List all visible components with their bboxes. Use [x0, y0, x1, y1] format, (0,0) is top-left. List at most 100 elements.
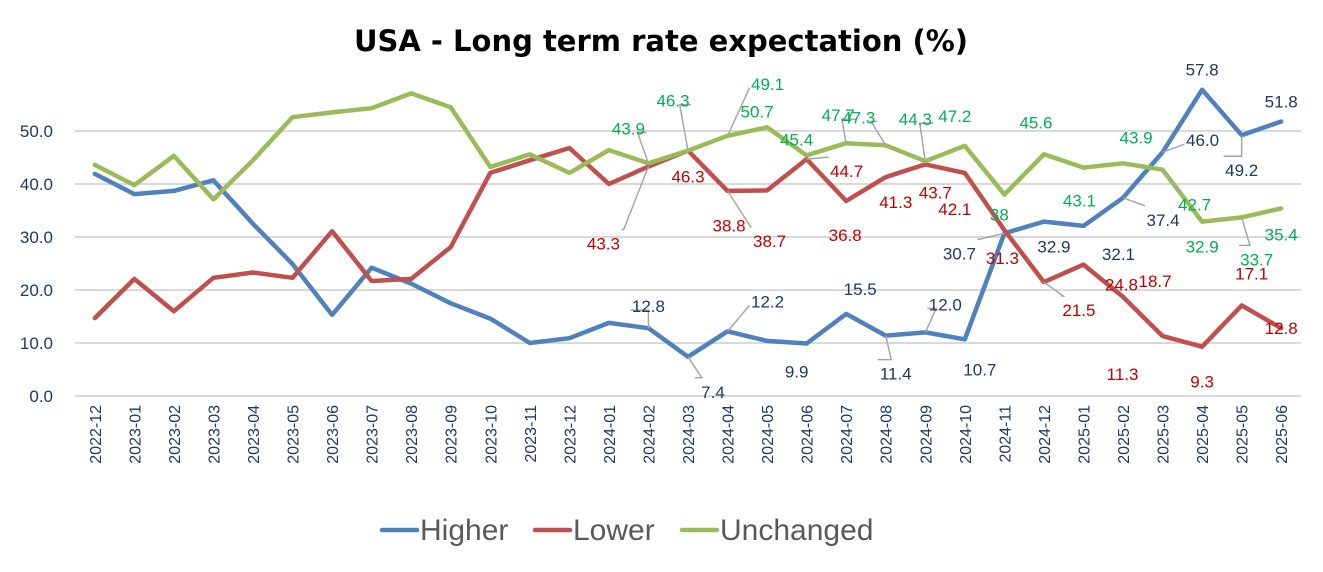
data-label-lower: 31.3 [986, 249, 1019, 268]
label-leader-line [1238, 217, 1251, 247]
x-tick-label: 2024-03 [681, 405, 698, 464]
legend-label-lower: Lower [573, 514, 655, 547]
data-label-unchanged: 32.9 [1186, 238, 1219, 257]
data-label-lower: 36.8 [829, 226, 862, 245]
label-leader-line [687, 356, 704, 379]
x-tick-label: 2024-01 [602, 405, 619, 464]
legend-label-higher: Higher [420, 514, 508, 547]
label-leader-line [1043, 281, 1066, 297]
data-label-unchanged: 44.3 [899, 110, 932, 129]
data-label-lower: 41.3 [879, 193, 912, 212]
x-tick-label: 2023-11 [523, 405, 540, 463]
data-label-higher: 37.4 [1146, 211, 1179, 230]
label-leader-line [806, 156, 829, 160]
data-label-lower: 43.7 [919, 183, 952, 202]
label-leader-line [621, 166, 650, 231]
x-tick-label: 2025-04 [1195, 405, 1212, 464]
label-leader-line [1122, 197, 1146, 207]
label-leader-lines [621, 87, 1251, 379]
x-tick-label: 2023-07 [365, 405, 382, 464]
legend-item-higher[interactable]: Higher [379, 514, 508, 547]
data-label-unchanged: 43.9 [1119, 128, 1152, 147]
data-label-higher: 32.1 [1102, 245, 1135, 264]
data-label-higher: 9.9 [785, 363, 809, 382]
y-tick-label: 30.0 [20, 228, 53, 247]
label-leader-line [840, 118, 857, 144]
x-tick-label: 2025-02 [1116, 405, 1133, 464]
data-label-higher: 11.4 [880, 365, 912, 384]
data-label-higher: 10.7 [963, 360, 996, 379]
label-leader-line [726, 190, 752, 228]
data-label-unchanged: 45.6 [1019, 113, 1052, 132]
data-label-unchanged: 33.7 [1240, 250, 1273, 269]
x-tick-label: 2024-09 [918, 405, 935, 464]
data-label-lower: 24.8 [1105, 276, 1138, 295]
y-axis-ticks: 0.0 10.0 20.0 30.0 40.0 50.0 [20, 122, 53, 406]
label-leader-line [1162, 143, 1185, 153]
x-tick-label: 2025-06 [1274, 405, 1291, 464]
y-tick-label: 10.0 [20, 334, 53, 353]
data-label-lower: 11.3 [1107, 365, 1139, 384]
x-tick-label: 2024-08 [879, 405, 896, 464]
x-tick-label: 2024-02 [641, 405, 658, 464]
data-label-higher: 15.5 [844, 280, 877, 299]
x-tick-label: 2023-02 [167, 405, 184, 464]
x-tick-label: 2022-12 [88, 405, 105, 464]
y-tick-label: 40.0 [20, 175, 53, 194]
x-tick-label: 2023-03 [206, 405, 223, 464]
data-label-unchanged: 46.3 [656, 92, 689, 111]
data-label-higher: 12.2 [751, 292, 784, 311]
chart-title: USA - Long term rate expectation (%) [354, 24, 968, 58]
data-label-higher: 57.8 [1186, 61, 1219, 80]
data-label-lower: 38.8 [713, 216, 746, 235]
label-leader-line [636, 131, 650, 164]
data-label-higher: 32.9 [1037, 238, 1070, 257]
data-label-lower: 42.1 [938, 200, 971, 219]
x-tick-label: 2023-09 [444, 405, 461, 464]
data-label-higher: 7.4 [701, 383, 725, 402]
data-label-higher: 30.7 [943, 244, 976, 263]
label-leader-line [1162, 169, 1182, 192]
data-label-unchanged: 43.1 [1063, 192, 1096, 211]
label-leader-line [869, 120, 887, 146]
y-tick-label: 50.0 [20, 122, 53, 141]
x-tick-label: 2025-01 [1076, 405, 1093, 464]
legend: Higher Lower Unchanged [379, 514, 873, 547]
data-label-unchanged: 43.9 [612, 119, 645, 138]
series-lines [92, 87, 1284, 360]
data-label-lower: 46.3 [671, 168, 704, 187]
x-tick-label: 2024-10 [958, 405, 975, 464]
data-label-lower: 43.3 [587, 235, 620, 254]
x-tick-label: 2024-04 [721, 405, 738, 464]
data-label-unchanged: 35.4 [1265, 225, 1298, 244]
x-tick-label: 2024-05 [760, 405, 777, 464]
label-leader-line [918, 122, 934, 162]
data-label-unchanged: 47.2 [938, 107, 971, 126]
label-leader-line [1223, 135, 1243, 157]
data-label-higher: 12.8 [632, 297, 665, 316]
x-tick-label: 2023-06 [325, 405, 342, 464]
label-leader-line [877, 335, 893, 361]
data-label-unchanged: 47.7 [822, 106, 855, 125]
data-label-higher: 12.0 [929, 295, 962, 314]
data-label-higher: 49.2 [1225, 161, 1258, 180]
x-tick-label: 2024-12 [1037, 405, 1054, 464]
data-labels: 12.8 7.4 12.2 9.9 15.5 11.4 12.0 10.7 30.7 32.9 32… [587, 61, 1298, 402]
legend-item-unchanged[interactable]: Unchanged [679, 514, 873, 547]
label-leader-line [924, 307, 938, 333]
data-label-lower: 9.3 [1190, 373, 1214, 392]
x-tick-label: 2023-01 [127, 405, 144, 464]
data-label-unchanged: 49.1 [751, 75, 784, 94]
x-tick-label: 2024-07 [839, 405, 856, 464]
data-label-lower: 44.7 [830, 162, 863, 181]
x-tick-label: 2023-05 [286, 405, 303, 464]
data-label-lower: 17.1 [1235, 264, 1268, 283]
data-label-lower: 21.5 [1062, 301, 1095, 320]
label-leader-line [977, 232, 1005, 241]
legend-item-lower[interactable]: Lower [532, 514, 655, 547]
data-label-unchanged: 42.7 [1178, 196, 1211, 215]
y-tick-label: 20.0 [20, 281, 53, 300]
data-label-unchanged: 45.4 [780, 130, 813, 149]
label-leader-line [678, 103, 691, 151]
